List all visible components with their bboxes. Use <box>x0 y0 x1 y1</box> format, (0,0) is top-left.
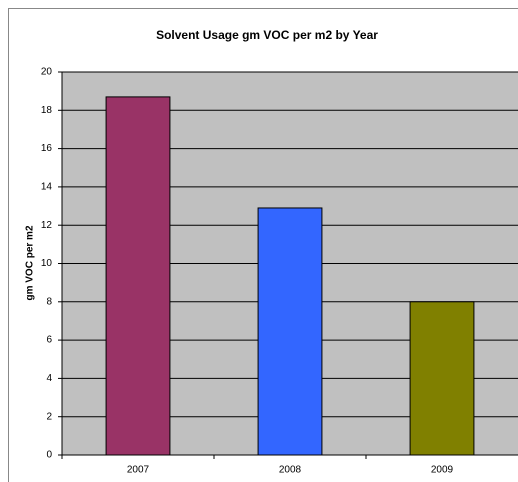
y-tick-label: 18 <box>41 105 53 116</box>
y-tick-label: 10 <box>41 258 53 269</box>
y-tick-label: 20 <box>41 67 53 78</box>
bar <box>409 301 475 456</box>
y-axis-label: gm VOC per m2 <box>25 225 36 300</box>
x-tick-label: 2007 <box>127 465 150 476</box>
y-tick-label: 6 <box>46 335 52 346</box>
y-tick-label: 2 <box>46 411 52 422</box>
bar <box>257 207 323 456</box>
x-tick-label: 2009 <box>431 465 454 476</box>
chart-title: Solvent Usage gm VOC per m2 by Year <box>156 28 378 42</box>
y-tick-label: 14 <box>41 182 53 193</box>
bar <box>105 96 171 456</box>
y-tick-label: 12 <box>41 220 53 231</box>
y-tick-label: 8 <box>46 296 52 307</box>
x-tick-label: 2008 <box>279 465 302 476</box>
y-tick-label: 0 <box>46 450 52 461</box>
y-tick-label: 16 <box>41 143 53 154</box>
y-tick-label: 4 <box>46 373 52 384</box>
